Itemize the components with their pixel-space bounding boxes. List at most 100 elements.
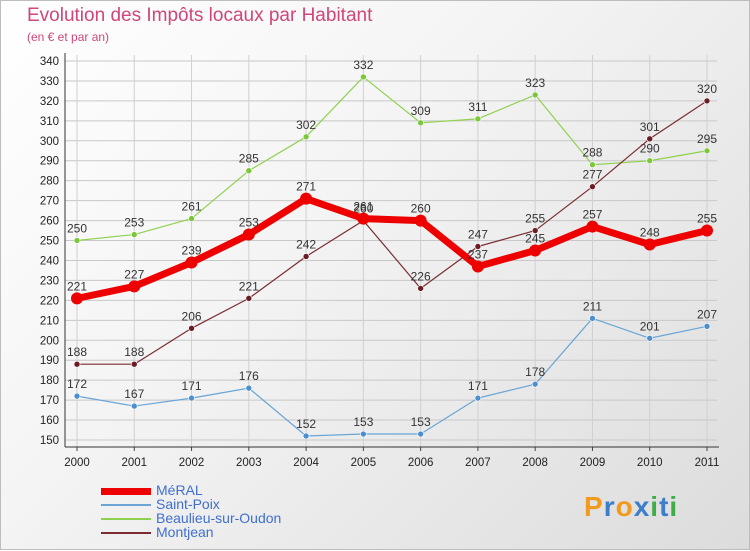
data-point [130, 231, 138, 238]
data-point [360, 430, 367, 438]
y-tick-label: 160 [40, 415, 59, 427]
data-point [531, 227, 539, 234]
data-label: 290 [640, 142, 660, 156]
data-label: 226 [411, 269, 431, 283]
data-label: 301 [640, 120, 660, 134]
data-point [130, 360, 138, 368]
data-point [701, 224, 713, 237]
data-point [357, 212, 370, 225]
data-point [643, 238, 656, 251]
data-label: 245 [525, 232, 545, 246]
legend-swatch [101, 504, 151, 506]
data-point [302, 133, 310, 141]
series-line [76, 100, 708, 365]
data-label: 201 [640, 319, 660, 333]
data-label: 176 [239, 369, 259, 383]
x-tick-label: 2003 [236, 457, 262, 469]
data-label: 295 [697, 132, 717, 146]
data-label: 206 [182, 309, 202, 323]
data-label: 311 [468, 100, 487, 114]
data-label: 288 [582, 146, 602, 160]
data-label: 302 [296, 118, 316, 132]
data-label: 260 [353, 202, 373, 216]
data-label: 261 [182, 200, 202, 214]
y-tick-label: 190 [40, 355, 59, 367]
x-tick-label: 2006 [408, 457, 434, 469]
y-tick-label: 290 [40, 156, 59, 168]
data-label: 260 [411, 202, 431, 216]
data-point [245, 295, 253, 302]
data-label: 188 [67, 345, 87, 359]
data-label: 211 [583, 299, 602, 313]
data-label: 253 [239, 216, 259, 230]
y-tick-label: 330 [40, 76, 59, 88]
data-point [185, 256, 198, 269]
data-point [188, 324, 195, 332]
data-point [703, 97, 711, 105]
data-point [646, 135, 654, 143]
y-tick-label: 300 [40, 136, 59, 148]
legend-swatch [101, 518, 151, 520]
data-label: 153 [353, 415, 373, 429]
data-point [360, 73, 367, 81]
y-tick-label: 210 [40, 315, 59, 327]
x-tick-label: 2009 [580, 457, 606, 469]
x-tick-label: 2011 [695, 457, 720, 469]
data-label: 250 [67, 222, 87, 236]
data-point [471, 260, 484, 273]
data-label: 207 [697, 307, 717, 321]
data-point [414, 214, 427, 227]
y-tick-label: 250 [40, 236, 59, 248]
data-label: 323 [525, 76, 545, 90]
chart-subtitle: (en € et par an) [27, 30, 110, 44]
data-label: 248 [640, 226, 660, 240]
data-label: 255 [525, 212, 545, 226]
data-point [474, 115, 482, 123]
x-tick-label: 2007 [465, 457, 491, 469]
data-label: 152 [296, 417, 316, 431]
data-label: 237 [468, 247, 488, 261]
x-tick-label: 2005 [351, 457, 377, 469]
data-point [71, 292, 83, 305]
data-label: 188 [124, 345, 144, 359]
data-point [73, 392, 81, 400]
x-tick-label: 2008 [522, 457, 548, 469]
y-tick-label: 170 [40, 395, 59, 407]
series-line [73, 195, 711, 302]
data-point [417, 430, 424, 438]
data-label: 221 [239, 279, 259, 293]
x-tick-label: 2002 [179, 457, 205, 469]
legend-label: Saint-Poix [156, 496, 220, 512]
data-point [531, 380, 539, 388]
y-tick-label: 180 [40, 375, 59, 387]
data-label: 271 [296, 180, 316, 194]
data-label: 172 [67, 377, 87, 391]
data-label: 261 [353, 200, 373, 214]
data-point [128, 280, 141, 293]
series-line [76, 317, 708, 437]
data-point [302, 253, 310, 260]
data-point [474, 243, 482, 250]
data-point [73, 237, 81, 244]
data-label: 309 [411, 104, 431, 118]
data-label: 253 [124, 216, 144, 230]
y-tick-label: 230 [40, 275, 59, 287]
data-label: 320 [697, 82, 717, 96]
y-tick-label: 150 [40, 435, 59, 447]
data-label: 257 [582, 208, 602, 222]
data-label: 171 [182, 379, 202, 393]
data-point [417, 119, 424, 127]
proxiti-logo: Proxiti [584, 491, 679, 522]
y-tick-label: 220 [40, 295, 59, 307]
data-point [703, 147, 711, 155]
data-point [646, 334, 654, 342]
data-label: 285 [239, 152, 259, 166]
data-point [417, 285, 424, 292]
data-point [531, 91, 539, 99]
data-point [589, 315, 596, 322]
x-tick-label: 2001 [121, 457, 147, 469]
series-line [76, 76, 708, 242]
y-tick-label: 240 [40, 255, 59, 267]
data-point [529, 244, 542, 257]
